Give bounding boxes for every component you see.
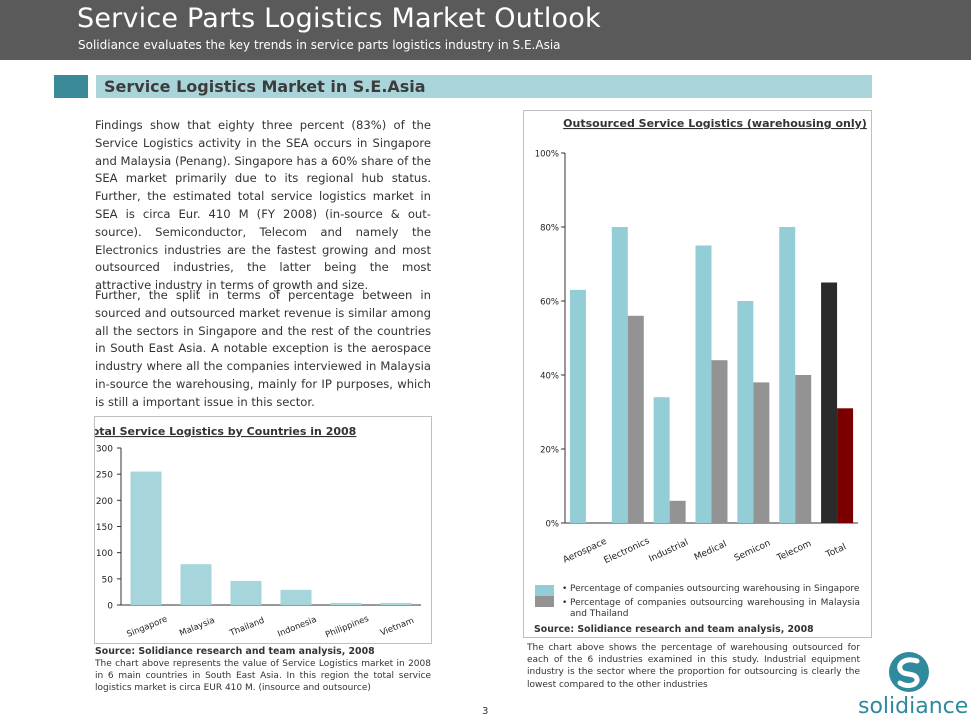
right-xtick-label: Electronics (603, 536, 652, 566)
left-xtick-label: Indonesia (276, 615, 318, 640)
right-ytick-label: 20% (540, 446, 559, 456)
left-ytick-label: 0 (107, 602, 113, 612)
legend-bullet-1: • (562, 584, 568, 594)
section-title-bar (96, 75, 872, 98)
right-bar-telecom-s1 (779, 227, 796, 523)
left-ytick-label: 250 (96, 471, 113, 481)
left-ytick-label: 100 (96, 549, 113, 559)
left-xtick-label: Malaysia (178, 616, 216, 639)
right-bar-semicon-s2 (753, 382, 770, 523)
right-bar-electronics-s1 (611, 227, 628, 523)
left-chart-description: The chart above represents the value of … (95, 659, 431, 694)
left-bar-indonesia (280, 589, 312, 605)
right-bar-total-s2 (837, 408, 854, 523)
page-subtitle: Solidiance evaluates the key trends in s… (78, 38, 561, 52)
legend-swatch-malaysia-thailand (535, 596, 554, 607)
right-xtick-label: Total (824, 542, 848, 560)
legend-label-singapore: Percentage of companies outsourcing ware… (570, 584, 860, 594)
left-xtick-label: Singapore (125, 614, 169, 639)
right-xtick-label: Medical (693, 539, 728, 563)
right-bar-medical-s1 (695, 245, 712, 523)
left-chart-title: Total Service Logistics by Countries in … (95, 425, 356, 438)
left-bar-vietnam (380, 602, 412, 605)
right-xtick-label: Telecom (775, 539, 813, 564)
section-marker (54, 75, 88, 98)
left-bar-malaysia (180, 564, 212, 605)
legend-swatch-singapore (535, 585, 554, 596)
left-xtick-label: Vietnam (379, 616, 416, 639)
right-bar-aerospace-s1 (569, 289, 586, 523)
body-paragraph-1: Findings show that eighty three percent … (95, 118, 431, 293)
left-ytick-label: 200 (96, 497, 113, 507)
right-xtick-label: Aerospace (562, 537, 609, 566)
right-xtick-label: Semicon (733, 538, 772, 563)
left-bar-singapore (130, 471, 162, 605)
right-bar-industrial-s2 (669, 500, 686, 523)
right-bar-total-s1 (821, 282, 838, 523)
right-chart-source: Source: Solidiance research and team ana… (534, 624, 814, 635)
right-bar-telecom-s2 (795, 375, 812, 523)
left-xtick-label: Philippines (324, 614, 371, 641)
right-ytick-label: 80% (540, 224, 559, 234)
right-ytick-label: 100% (535, 150, 559, 160)
left-bar-philippines (330, 602, 362, 605)
legend-label-malaysia-thailand: Percentage of companies outsourcing ware… (570, 598, 860, 619)
right-ytick-label: 0% (546, 520, 560, 530)
solidiance-logo-text: solidiance (858, 694, 969, 719)
right-chart-description: The chart above shows the percentage of … (527, 643, 860, 690)
right-ytick-label: 40% (540, 372, 559, 382)
right-ytick-label: 60% (540, 298, 559, 308)
right-bar-electronics-s2 (627, 315, 644, 523)
solidiance-logo-icon (889, 652, 929, 692)
left-ytick-label: 150 (96, 523, 113, 533)
right-chart-frame: Outsourced Service Logistics (warehousin… (523, 110, 872, 638)
right-bar-semicon-s1 (737, 301, 754, 523)
right-chart-title: Outsourced Service Logistics (warehousin… (563, 117, 867, 130)
section-title: Service Logistics Market in S.E.Asia (104, 77, 426, 96)
right-bar-industrial-s1 (653, 397, 670, 523)
left-chart-source: Source: Solidiance research and team ana… (95, 646, 375, 657)
page-number: 3 (482, 706, 489, 717)
header-bar: Service Parts Logistics Market Outlook S… (0, 0, 971, 60)
page-title: Service Parts Logistics Market Outlook (77, 3, 601, 34)
left-chart-frame: Total Service Logistics by Countries in … (86, 416, 432, 644)
country-bar-chart: Total Service Logistics by Countries in … (86, 425, 421, 641)
body-paragraph-2: Further, the split in terms of percentag… (95, 288, 431, 409)
legend-bullet-2: • (562, 598, 568, 608)
right-xtick-label: Industrial (648, 538, 690, 565)
left-ytick-label: 300 (96, 445, 113, 455)
left-xtick-label: Thailand (228, 616, 267, 639)
industry-bar-chart: Outsourced Service Logistics (warehousin… (535, 117, 867, 566)
left-bar-thailand (230, 580, 262, 605)
left-ytick-label: 50 (102, 575, 114, 585)
right-bar-medical-s2 (711, 360, 728, 523)
